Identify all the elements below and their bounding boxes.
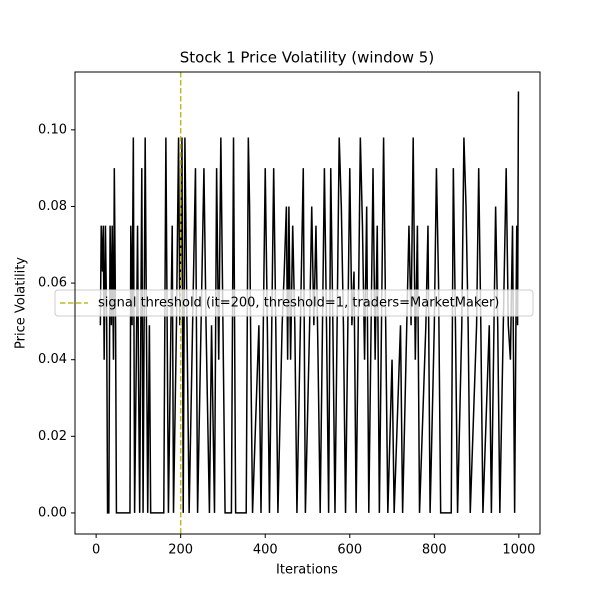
y-tick-label: 0.00: [38, 505, 67, 520]
y-axis-label: Price Volatility: [14, 257, 29, 349]
legend-box: [54, 289, 534, 317]
x-tick-label: 800: [422, 543, 447, 558]
y-tick-label: 0.08: [38, 199, 67, 214]
y-tick-label: 0.02: [38, 429, 67, 444]
x-tick-label: 400: [253, 543, 278, 558]
legend-label: signal threshold (it=200, threshold=1, t…: [98, 296, 499, 311]
x-tick-label: 600: [337, 543, 362, 558]
x-tick-label: 1000: [502, 543, 535, 558]
y-tick-label: 0.06: [38, 276, 67, 291]
x-tick-label: 0: [92, 543, 100, 558]
x-axis-label: Iterations: [276, 563, 338, 578]
plot-frame: [74, 71, 541, 535]
y-tick-label: 0.04: [38, 352, 67, 367]
chart-title: Stock 1 Price Volatility (window 5): [180, 49, 434, 67]
y-tick-label: 0.10: [38, 122, 67, 137]
x-tick-label: 200: [168, 543, 193, 558]
